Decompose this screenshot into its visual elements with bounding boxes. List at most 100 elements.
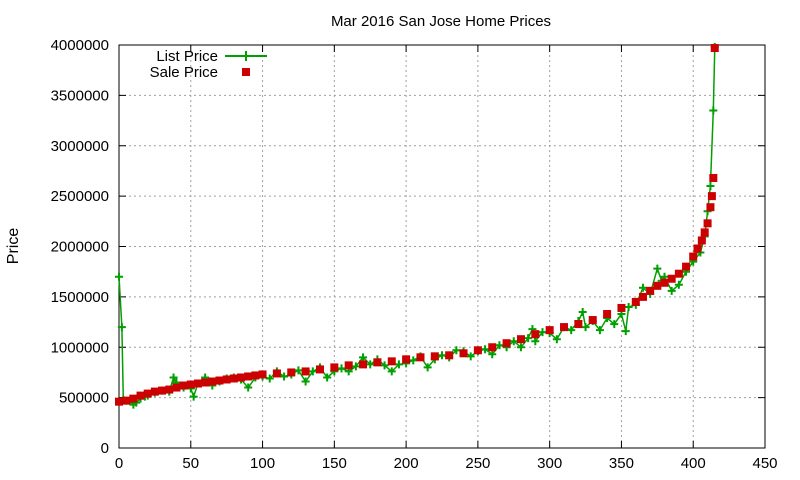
sale-price-point (710, 44, 719, 53)
x-tick-label: 250 (465, 455, 490, 472)
list-price-point (380, 361, 389, 370)
list-price-point (581, 323, 590, 332)
list-price-point (117, 323, 126, 332)
list-price-point (189, 392, 198, 401)
list-price-point (524, 334, 533, 343)
grid (119, 45, 765, 448)
sale-price-point (258, 370, 267, 379)
list-price-point (595, 326, 604, 335)
sale-price-point (709, 173, 718, 182)
sale-price-point (208, 377, 217, 386)
x-tick-label: 400 (681, 455, 706, 472)
sale-price-point (237, 373, 246, 382)
list-price-point (552, 335, 561, 344)
list-price-point (169, 373, 178, 382)
list-price-point (244, 383, 253, 392)
legend-label-sale-price: Sale Price (150, 64, 218, 81)
axes: 0 50 100 150 200 250 300 350 400 450 0 500000 100000… (51, 37, 778, 472)
legend-square-sale-price (242, 68, 250, 76)
sale-price-point (229, 374, 238, 383)
sale-price-point (287, 368, 296, 377)
list-price-point (709, 106, 718, 115)
sale-price-point (473, 346, 482, 355)
list-price-point (610, 320, 619, 329)
sale-price-point (631, 297, 640, 306)
list-price-point (280, 372, 289, 381)
y-axis-label: Price (5, 228, 22, 265)
sale-price-point (430, 352, 439, 361)
list-price-point (265, 374, 274, 383)
list-price-point (516, 343, 525, 352)
sale-price-point (667, 274, 676, 283)
sale-price-point (165, 385, 174, 394)
sale-price-point (136, 391, 145, 400)
sale-price-point (150, 387, 159, 396)
sale-price-point (445, 351, 454, 360)
y-tick-label: 0 (101, 440, 109, 457)
y-tick-label: 2500000 (51, 188, 109, 205)
sale-price-point (387, 357, 396, 366)
sale-price-point (707, 192, 716, 201)
y-tick-label: 1500000 (51, 289, 109, 306)
list-price-point (567, 326, 576, 335)
list-price-point (509, 337, 518, 346)
list-price-point (115, 272, 123, 281)
list-price-point (294, 366, 303, 375)
sale-price-point (700, 228, 709, 237)
sale-price-point (560, 323, 569, 332)
list-price-point (301, 377, 310, 386)
sale-price-point (344, 361, 353, 370)
x-tick-label: 350 (609, 455, 634, 472)
list-price-point (653, 264, 662, 273)
sale-price-point (689, 252, 698, 261)
legend-label-list-price: List Price (156, 48, 218, 65)
y-tick-label: 3000000 (51, 138, 109, 155)
sale-price-point (653, 281, 662, 290)
list-price-point (337, 364, 346, 373)
x-tick-label: 150 (322, 455, 347, 472)
list-price-point (387, 367, 396, 376)
sale-price-point (488, 343, 497, 352)
sale-price-point (179, 381, 188, 390)
sale-price-point (193, 379, 202, 388)
sale-price-point (545, 326, 554, 335)
y-tick-label: 500000 (59, 390, 109, 407)
sale-price-point (638, 292, 647, 301)
sale-price-point (129, 394, 138, 403)
list-price-point (394, 360, 403, 369)
sale-price-point (574, 320, 583, 329)
x-tick-label: 100 (250, 455, 275, 472)
list-price-point (488, 350, 497, 359)
plot-frame (118, 44, 766, 449)
sale-price-point (674, 269, 683, 278)
x-tick-label: 200 (394, 455, 419, 472)
sale-price-point (244, 372, 253, 381)
list-price-point (423, 363, 432, 372)
list-price-point (578, 307, 587, 316)
sale-price-point (502, 339, 511, 348)
sale-price-point (330, 363, 339, 372)
sale-price-point (516, 335, 525, 344)
list-price-point (624, 302, 633, 311)
sale-price-point (617, 303, 626, 312)
sale-price-point (251, 371, 260, 380)
x-tick-label: 0 (115, 455, 123, 472)
x-tick-label: 50 (182, 455, 199, 472)
sale-price-point (706, 203, 715, 212)
list-price-point (638, 283, 647, 292)
list-price-point (674, 280, 683, 289)
sale-price-point (158, 386, 167, 395)
sale-price-point (122, 396, 131, 405)
sale-price-point (359, 360, 368, 369)
sale-price-point (703, 219, 712, 228)
list-price-point (531, 337, 540, 346)
x-tick-label: 300 (537, 455, 562, 472)
y-tick-label: 1000000 (51, 339, 109, 356)
sale-price-point (373, 358, 382, 367)
list-price-point (466, 352, 475, 361)
list-price-point (308, 367, 317, 376)
sale-price-point (186, 380, 195, 389)
sale-price-point (272, 369, 281, 378)
chart-title: Mar 2016 San Jose Home Prices (331, 13, 551, 30)
